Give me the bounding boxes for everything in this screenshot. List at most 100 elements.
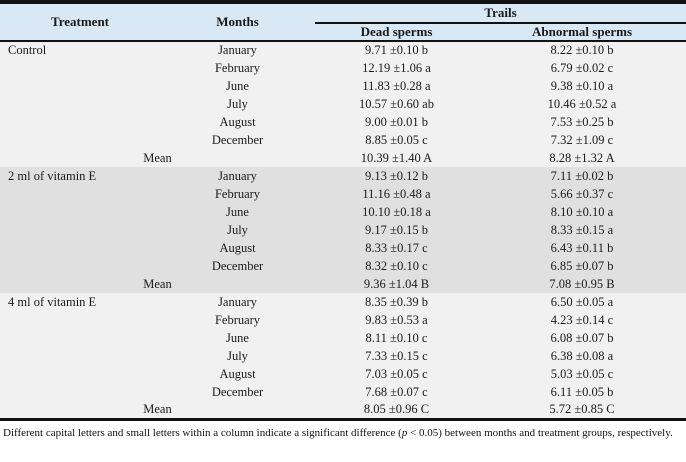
table-row: July 10.57 ±0.60 ab 10.46 ±0.52 a	[0, 95, 686, 113]
dead-value-cell: 7.68 ±0.07 c	[365, 384, 428, 399]
abnormal-value-cell: 9.38 ±0.10 a	[550, 78, 614, 93]
month-cell: June	[226, 204, 249, 219]
months-column-header: Months	[160, 2, 315, 42]
table-body: Control January 9.71 ±0.10 b 8.22 ±0.10 b Fe…	[0, 41, 686, 419]
table-row: 4 ml of vitamin E January 8.35 ±0.39 b 6.50…	[0, 293, 686, 311]
abnormal-value-cell: 6.08 ±0.07 b	[550, 330, 614, 345]
abnormal-value-cell: 6.50 ±0.05 a	[550, 294, 614, 309]
mean-row: Mean 10.39 ±1.40 A 8.28 ±1.32 A	[0, 149, 686, 167]
footnote-text-post: < 0.05) between months and treatment gro…	[407, 426, 673, 439]
dead-value-cell: 8.33 ±0.17 c	[365, 240, 428, 255]
dead-value-cell: 11.16 ±0.48 a	[362, 186, 431, 201]
treatment-empty-cell	[0, 221, 160, 239]
dead-value-cell: 7.03 ±0.05 c	[365, 366, 428, 381]
table-row: July 7.33 ±0.15 c 6.38 ±0.08 a	[0, 347, 686, 365]
month-cell: January	[218, 294, 257, 309]
month-cell: August	[219, 240, 256, 255]
header-row-top: Treatment Months Trails	[0, 2, 686, 42]
abnormal-value-cell: 6.43 ±0.11 b	[550, 240, 614, 255]
table-row: February 11.16 ±0.48 a 5.66 ±0.37 c	[0, 185, 686, 203]
abnormal-value-cell: 5.03 ±0.05 c	[550, 366, 614, 381]
treatment-column-header: Treatment	[0, 2, 160, 42]
table-row: June 11.83 ±0.28 a 9.38 ±0.10 a	[0, 77, 686, 95]
dead-value-cell: 9.71 ±0.10 b	[364, 43, 429, 57]
treatment-label-cell: 2 ml of vitamin E	[8, 168, 97, 183]
abnormal-value-cell: 5.66 ±0.37 c	[550, 186, 614, 201]
treatment-empty-cell	[0, 95, 160, 113]
month-cell: July	[227, 96, 248, 111]
dead-value-cell: 12.19 ±1.06 a	[362, 60, 431, 75]
month-cell: February	[214, 60, 261, 75]
treatment-empty-cell	[0, 185, 160, 203]
abnormal-value-cell: 7.53 ±0.25 b	[550, 114, 614, 129]
treatment-empty-cell	[0, 311, 160, 329]
month-cell: December	[211, 384, 264, 399]
table-row: August 9.00 ±0.01 b 7.53 ±0.25 b	[0, 113, 686, 131]
abnormal-value-cell: 7.32 ±1.09 c	[550, 132, 614, 147]
table-header: Treatment Months Trails Dead sperms Abno…	[0, 2, 686, 42]
treatment-empty-cell	[0, 329, 160, 347]
month-cell: June	[226, 78, 249, 93]
mean-abnormal-value-cell: 8.28 ±1.32 A	[549, 150, 615, 165]
abnormal-value-cell: 8.10 ±0.10 a	[550, 204, 614, 219]
dead-sperms-column-header: Dead sperms	[315, 23, 478, 42]
dead-value-cell: 9.17 ±0.15 b	[364, 222, 429, 237]
dead-value-cell: 9.83 ±0.53 a	[365, 312, 428, 327]
dead-value-cell: 8.85 ±0.05 c	[365, 132, 428, 147]
table-row: August 7.03 ±0.05 c 5.03 ±0.05 c	[0, 365, 686, 383]
dead-value-cell: 10.10 ±0.18 a	[362, 204, 431, 219]
abnormal-value-cell: 7.11 ±0.02 b	[550, 168, 614, 183]
treatment-label-cell: 4 ml of vitamin E	[8, 294, 97, 309]
dead-value-cell: 8.11 ±0.10 c	[365, 330, 428, 345]
table-row: 2 ml of vitamin E January 9.13 ±0.12 b 7.11…	[0, 167, 686, 185]
mean-abnormal-value-cell: 7.08 ±0.95 B	[549, 276, 615, 291]
month-cell: January	[218, 168, 257, 183]
dead-value-cell: 9.13 ±0.12 b	[364, 168, 429, 183]
mean-abnormal-value-cell: 5.72 ±0.85 C	[549, 401, 615, 416]
month-cell: June	[226, 330, 249, 345]
month-cell: July	[227, 222, 248, 237]
mean-row: Mean 8.05 ±0.96 C 5.72 ±0.85 C	[0, 401, 686, 419]
table-row: July 9.17 ±0.15 b 8.33 ±0.15 a	[0, 221, 686, 239]
month-cell: July	[227, 348, 248, 363]
treatment-results-table: Treatment Months Trails Dead sperms Abno…	[0, 0, 686, 421]
footnote: Different capital letters and small lett…	[0, 420, 686, 441]
abnormal-value-cell: 8.33 ±0.15 a	[550, 222, 614, 237]
table-row: June 8.11 ±0.10 c 6.08 ±0.07 b	[0, 329, 686, 347]
treatment-empty-cell	[0, 257, 160, 275]
mean-label-cell: Mean	[143, 401, 172, 416]
treatment-empty-cell	[0, 131, 160, 149]
table-row: February 12.19 ±1.06 a 6.79 ±0.02 c	[0, 59, 686, 77]
footnote-text-pre: Different capital letters and small lett…	[3, 426, 402, 439]
month-cell: December	[211, 132, 264, 147]
mean-dead-value-cell: 8.05 ±0.96 C	[363, 401, 430, 416]
treatment-empty-cell	[0, 383, 160, 401]
month-cell: December	[211, 258, 264, 273]
month-cell: January	[218, 43, 257, 57]
month-cell: August	[219, 114, 256, 129]
abnormal-value-cell: 6.11 ±0.05 b	[550, 384, 614, 399]
treatment-label-cell: Control	[8, 43, 47, 57]
dead-value-cell: 11.83 ±0.28 a	[362, 78, 431, 93]
table-row: August 8.33 ±0.17 c 6.43 ±0.11 b	[0, 239, 686, 257]
treatment-empty-cell	[0, 77, 160, 95]
month-cell: February	[214, 312, 261, 327]
dead-value-cell: 8.32 ±0.10 c	[365, 258, 428, 273]
treatment-empty-cell	[0, 239, 160, 257]
abnormal-value-cell: 4.23 ±0.14 c	[550, 312, 614, 327]
dead-value-cell: 7.33 ±0.15 c	[365, 348, 428, 363]
month-cell: August	[219, 366, 256, 381]
abnormal-value-cell: 6.38 ±0.08 a	[550, 348, 614, 363]
abnormal-value-cell: 6.79 ±0.02 c	[550, 60, 614, 75]
treatment-empty-cell	[0, 203, 160, 221]
table-row: December 8.32 ±0.10 c 6.85 ±0.07 b	[0, 257, 686, 275]
mean-dead-value-cell: 9.36 ±1.04 B	[363, 276, 430, 291]
table-row: February 9.83 ±0.53 a 4.23 ±0.14 c	[0, 311, 686, 329]
table-row: Control January 9.71 ±0.10 b 8.22 ±0.10 b	[0, 41, 686, 59]
treatment-empty-cell	[0, 347, 160, 365]
table-row: December 7.68 ±0.07 c 6.11 ±0.05 b	[0, 383, 686, 401]
abnormal-value-cell: 8.22 ±0.10 b	[550, 43, 614, 57]
dead-value-cell: 9.00 ±0.01 b	[364, 114, 429, 129]
treatment-empty-cell	[0, 365, 160, 383]
dead-value-cell: 10.57 ±0.60 ab	[359, 96, 434, 111]
